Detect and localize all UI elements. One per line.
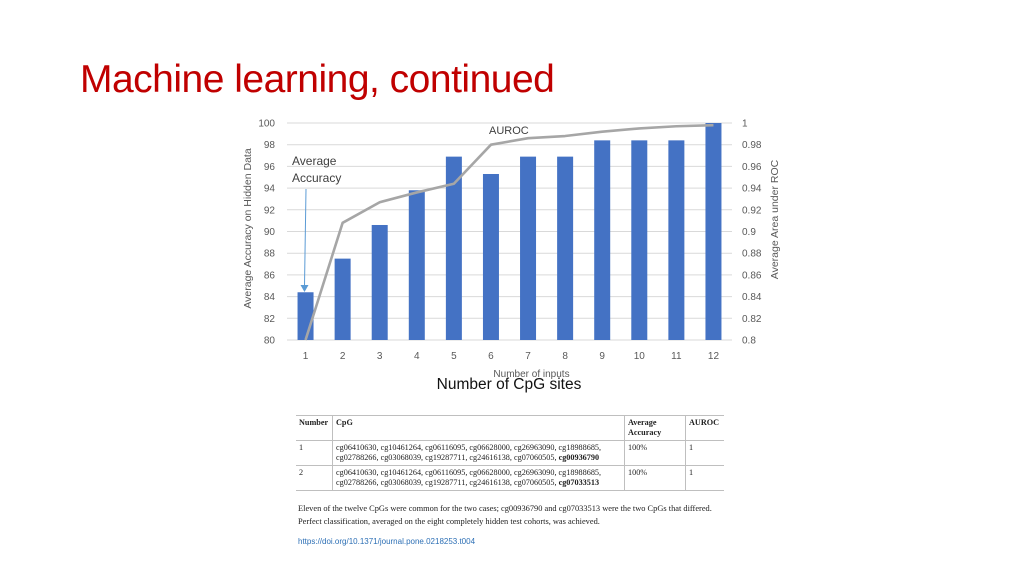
cpg-line: cg06410630, cg10461264, cg06116095, cg06… [336, 468, 602, 477]
header-cpg: CpG [332, 415, 625, 441]
cell-cpg: cg06410630, cg10461264, cg06116095, cg06… [332, 465, 625, 491]
x-tick-label: 11 [671, 351, 682, 362]
y2-tick-label: 0.84 [742, 292, 762, 303]
bar [668, 140, 685, 340]
y-tick-label: 86 [264, 270, 276, 281]
y-tick-label: 80 [264, 336, 276, 347]
y2-tick-label: 0.9 [742, 227, 756, 238]
cpg-differing: cg00936790 [558, 453, 600, 462]
x-tick-label: 7 [525, 351, 531, 362]
y2-tick-label: 0.86 [742, 270, 762, 281]
y2-tick-label: 1 [742, 119, 748, 130]
x-tick-label: 6 [488, 351, 494, 362]
annotation-accuracy: Accuracy [292, 171, 341, 185]
table-footnote: Eleven of the twelve CpGs were common fo… [298, 504, 712, 526]
y2-tick-label: 0.8 [742, 336, 756, 347]
header-auroc: AUROC [685, 415, 724, 441]
chart-caption: Number of CpG sites [0, 376, 1024, 394]
cpg-table: Number CpG Average Accuracy AUROC 1 cg06… [296, 415, 724, 491]
y2-tick-label: 0.98 [742, 140, 762, 151]
accuracy-auroc-chart: 808284868890929496981000.80.820.840.860.… [242, 119, 781, 381]
annotation-arrowhead [300, 285, 309, 292]
bar [631, 140, 648, 340]
y2-tick-label: 0.92 [742, 205, 762, 216]
x-axis-label: Number of inputs [493, 369, 569, 380]
bar [408, 190, 425, 340]
x-tick-label: 2 [340, 351, 346, 362]
y2-tick-label: 0.88 [742, 249, 762, 260]
x-tick-label: 5 [451, 351, 457, 362]
bar [297, 292, 314, 340]
bar [371, 224, 388, 340]
header-accuracy: Average Accuracy [624, 415, 686, 441]
y-axis-label: Average Accuracy on Hidden Data [242, 148, 254, 308]
x-tick-label: 9 [599, 351, 605, 362]
caption-text: Number of CpG sites [436, 376, 582, 393]
bar [334, 258, 351, 340]
bar [482, 173, 499, 340]
bar [705, 123, 722, 340]
y-tick-label: 84 [264, 292, 276, 303]
cpg-differing: cg07033513 [558, 478, 600, 487]
y-tick-label: 100 [258, 119, 275, 130]
y-tick-label: 94 [264, 184, 276, 195]
x-tick-label: 3 [377, 351, 383, 362]
cell-auroc: 1 [685, 465, 724, 491]
cpg-line: cg02788266, cg03068039, cg19287711, cg24… [336, 478, 559, 487]
slide-title: Machine learning, continued [80, 58, 555, 101]
cell-auroc: 1 [685, 440, 724, 466]
x-tick-label: 1 [303, 351, 309, 362]
cpg-line: cg06410630, cg10461264, cg06116095, cg06… [336, 443, 602, 452]
annotation-arrow [304, 188, 307, 287]
header-number: Number [296, 415, 333, 441]
y2-tick-label: 0.96 [742, 162, 762, 173]
x-tick-label: 4 [414, 351, 420, 362]
cell-accuracy: 100% [624, 465, 686, 491]
y2-tick-label: 0.94 [742, 184, 762, 195]
y-tick-label: 88 [264, 249, 276, 260]
y-tick-label: 90 [264, 227, 276, 238]
y-tick-label: 82 [264, 314, 276, 325]
y-tick-label: 92 [264, 205, 276, 216]
y2-tick-label: 0.82 [742, 314, 762, 325]
cell-number: 1 [296, 440, 333, 466]
cell-cpg: cg06410630, cg10461264, cg06116095, cg06… [332, 440, 625, 466]
y2-axis-label: Average Area under ROC [769, 159, 781, 279]
y-tick-label: 98 [264, 140, 276, 151]
bar [557, 156, 574, 340]
doi-link[interactable]: https://doi.org/10.1371/journal.pone.021… [298, 537, 476, 546]
y-tick-label: 96 [264, 162, 276, 173]
bar [594, 140, 611, 340]
cell-number: 2 [296, 465, 333, 491]
table-row: 1 cg06410630, cg10461264, cg06116095, cg… [296, 440, 724, 466]
table-row: 2 cg06410630, cg10461264, cg06116095, cg… [296, 465, 724, 491]
annotation-accuracy: Average [292, 154, 337, 168]
auroc-line [304, 123, 714, 341]
cpg-line: cg02788266, cg03068039, cg19287711, cg24… [336, 453, 559, 462]
cell-accuracy: 100% [624, 440, 686, 466]
x-tick-label: 8 [562, 351, 568, 362]
x-tick-label: 12 [708, 351, 720, 362]
table-header-row: Number CpG Average Accuracy AUROC [296, 415, 724, 441]
bar [520, 156, 537, 340]
x-tick-label: 10 [634, 351, 646, 362]
bar [445, 156, 462, 340]
annotation-auroc: AUROC [489, 125, 529, 137]
